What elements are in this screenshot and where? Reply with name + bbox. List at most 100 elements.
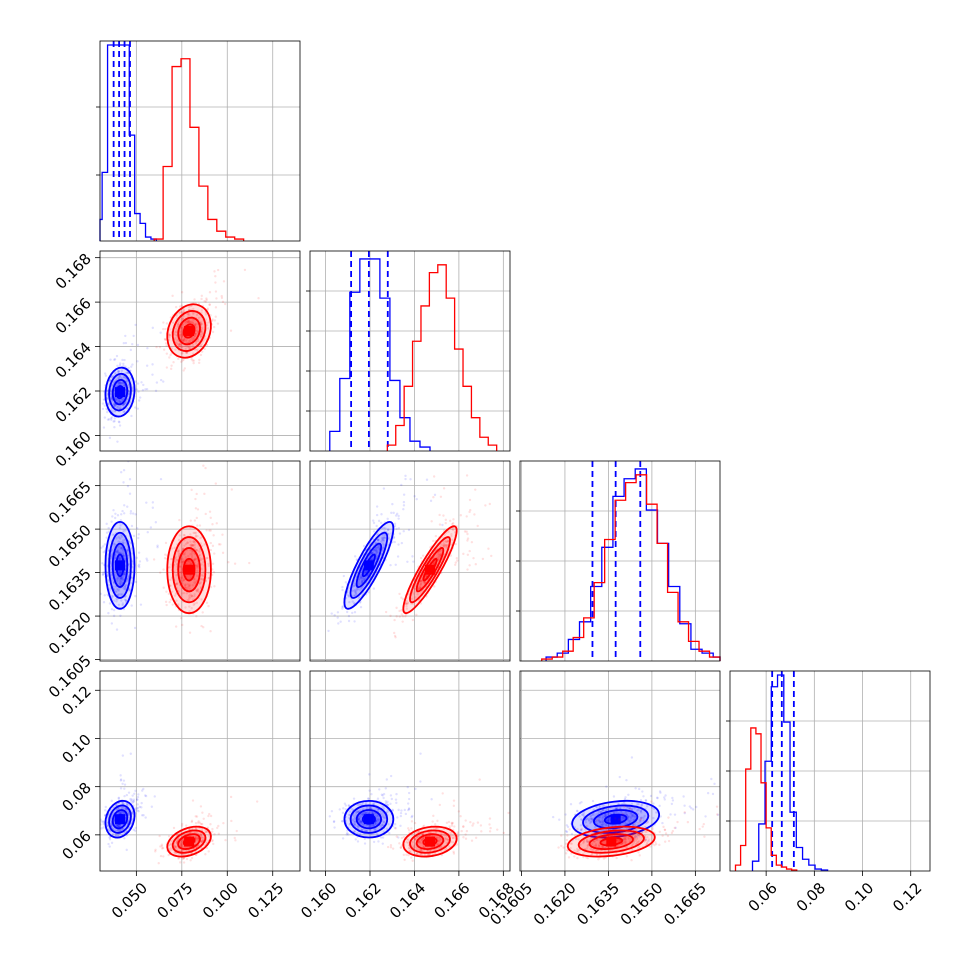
scatter-point	[205, 830, 208, 834]
scatter-point	[362, 544, 366, 548]
scatter-point	[391, 809, 395, 812]
scatter-point	[400, 809, 403, 812]
scatter-point	[121, 358, 124, 362]
scatter-point	[353, 815, 356, 818]
scatter-point	[204, 313, 208, 316]
scatter-point	[177, 321, 180, 324]
scatter-point	[122, 364, 125, 368]
scatter-point	[119, 382, 123, 385]
scatter-point	[113, 402, 116, 406]
scatter-point	[101, 545, 105, 548]
scatter-point	[174, 336, 177, 340]
scatter-point	[445, 848, 448, 851]
scatter-point	[595, 805, 599, 809]
scatter-point	[427, 853, 430, 856]
scatter-point	[189, 339, 192, 342]
scatter-point	[112, 614, 116, 618]
scatter-point	[119, 774, 122, 777]
scatter-point	[436, 827, 439, 830]
scatter-point	[421, 833, 425, 836]
scatter-point	[330, 810, 334, 813]
scatter-point	[184, 606, 187, 609]
scatter-point	[132, 534, 136, 538]
scatter-point	[135, 556, 138, 560]
scatter-point	[110, 824, 113, 827]
scatter-point	[130, 414, 133, 418]
scatter-point	[425, 478, 429, 481]
scatter-point	[122, 587, 126, 590]
scatter-point	[465, 515, 468, 518]
scatter-point	[180, 333, 184, 336]
scatter-point	[113, 557, 117, 560]
scatter-point	[124, 529, 127, 532]
scatter-point	[144, 816, 147, 819]
scatter-point	[110, 416, 114, 419]
scatter-point	[585, 840, 589, 843]
scatter-point	[110, 841, 114, 845]
scatter-point	[174, 846, 177, 849]
scatter-point	[174, 582, 178, 586]
scatter-point	[113, 820, 116, 823]
scatter-point	[162, 380, 165, 383]
scatter-point	[374, 815, 378, 818]
scatter-point	[589, 817, 593, 821]
scatter-point	[407, 807, 411, 810]
density-peak	[184, 326, 195, 336]
scatter-point	[119, 779, 123, 782]
scatter-point	[661, 821, 664, 825]
scatter-point	[215, 522, 218, 525]
scatter-point	[131, 801, 134, 805]
scatter-point	[188, 584, 191, 588]
scatter-point	[191, 343, 195, 346]
scatter-point	[488, 830, 492, 833]
scatter-point	[110, 418, 113, 421]
scatter-point	[376, 550, 379, 554]
scatter-point	[404, 812, 408, 816]
scatter-point	[591, 813, 595, 817]
scatter-point	[190, 551, 193, 555]
scatter-point	[354, 820, 357, 824]
scatter-point	[600, 823, 603, 827]
scatter-point	[682, 795, 685, 798]
scatter-point	[194, 334, 197, 338]
scatter-point	[115, 399, 118, 402]
scatter-point	[174, 330, 178, 333]
scatter-point	[604, 813, 607, 816]
scatter-point	[348, 823, 351, 826]
scatter-point	[342, 574, 346, 578]
scatter-point	[604, 814, 607, 818]
scatter-point	[227, 561, 230, 564]
scatter-point	[102, 398, 106, 401]
scatter-point	[133, 807, 137, 810]
scatter-point	[633, 807, 636, 810]
scatter-point	[193, 298, 196, 301]
scatter-point	[432, 814, 435, 818]
scatter-point	[189, 347, 192, 350]
scatter-point	[456, 831, 460, 834]
scatter-point	[194, 815, 197, 818]
scatter-point	[386, 528, 390, 531]
scatter-point	[570, 832, 574, 836]
scatter-point	[177, 549, 181, 552]
scatter-point	[126, 551, 130, 555]
scatter-point	[189, 519, 192, 522]
scatter-point	[186, 583, 190, 586]
scatter-point	[152, 558, 156, 561]
scatter-point	[134, 826, 137, 830]
scatter-point	[119, 381, 123, 385]
scatter-point	[446, 838, 449, 841]
scatter-point	[119, 400, 122, 404]
scatter-point	[132, 798, 136, 801]
scatter-point	[190, 357, 193, 361]
scatter-point	[141, 789, 144, 792]
scatter-point	[126, 484, 130, 488]
scatter-point	[452, 804, 456, 808]
scatter-point	[361, 824, 365, 827]
scatter-point	[203, 543, 206, 546]
scatter-point	[211, 330, 215, 334]
scatter-point	[117, 551, 120, 554]
series-0	[328, 752, 433, 845]
scatter-point	[119, 572, 122, 576]
scatter-point	[191, 338, 194, 342]
scatter-point	[180, 352, 184, 355]
